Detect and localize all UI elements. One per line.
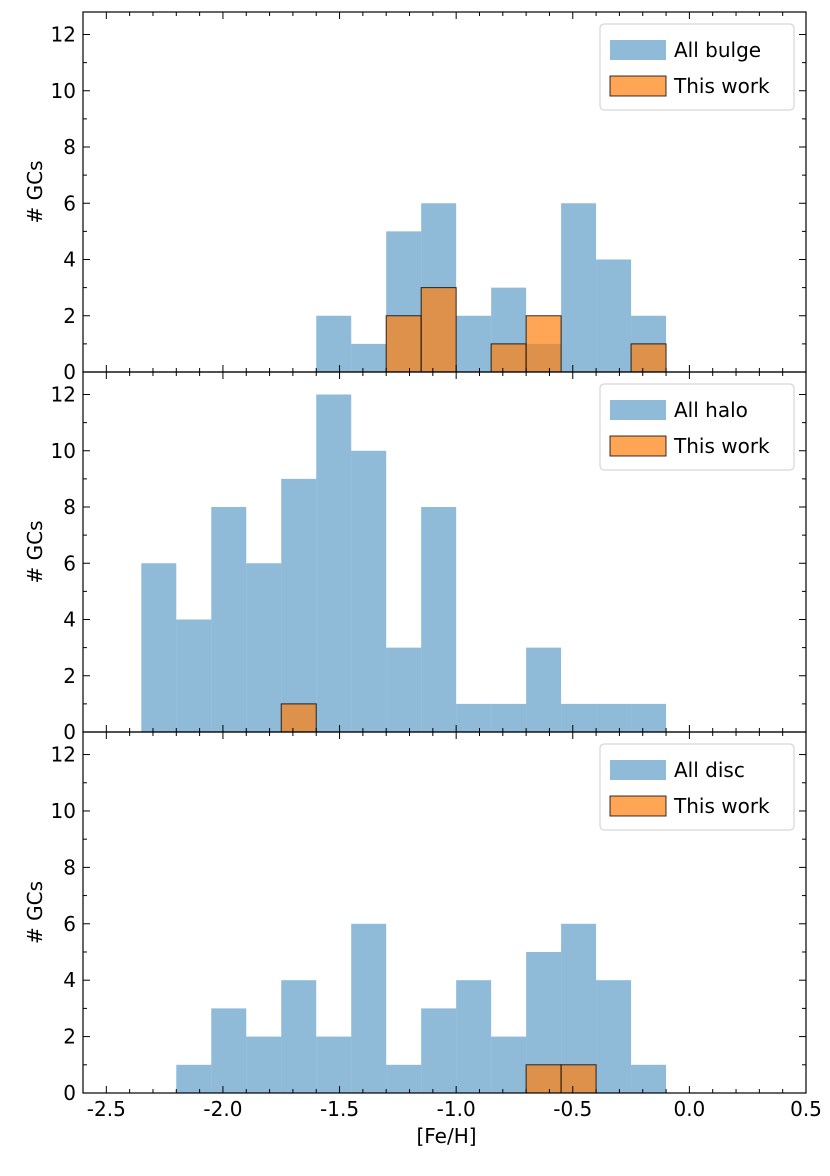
legend-swatch bbox=[610, 40, 666, 60]
y-tick-label: 6 bbox=[63, 191, 76, 215]
y-axis-label: # GCs bbox=[23, 161, 47, 224]
panel-bulge: 0 2 4 6 8 10 12 # GCs All bulge This work bbox=[23, 11, 807, 384]
series-all bbox=[316, 203, 667, 373]
histogram-bar bbox=[246, 1036, 282, 1093]
x-axis-label: [Fe/H] bbox=[416, 1124, 476, 1148]
series-this-work bbox=[280, 703, 317, 733]
y-axis-label: # GCs bbox=[23, 881, 47, 944]
x-tick-label: -2.0 bbox=[203, 1097, 242, 1121]
legend: All bulge This work bbox=[599, 23, 795, 111]
histogram-bar bbox=[281, 478, 317, 733]
y-tick-label: 6 bbox=[63, 912, 76, 936]
x-tick-label: 0.0 bbox=[673, 1097, 705, 1121]
histogram-bar bbox=[561, 703, 597, 733]
y-tick-label: 10 bbox=[51, 79, 76, 103]
x-tick-label: -0.5 bbox=[553, 1097, 592, 1121]
axes-frame bbox=[82, 731, 807, 1094]
y-tick-label: 12 bbox=[51, 23, 76, 47]
y-tick-label: 4 bbox=[63, 248, 76, 272]
y-tick-label: 12 bbox=[51, 743, 76, 767]
legend-label: This work bbox=[673, 434, 770, 458]
y-tick-label: 2 bbox=[63, 304, 76, 328]
y-tick-label: 8 bbox=[63, 495, 76, 519]
histogram-bar bbox=[631, 703, 667, 733]
legend: All halo This work bbox=[599, 383, 795, 471]
y-tick-label: 0 bbox=[63, 360, 76, 384]
series-this-work bbox=[525, 1064, 597, 1094]
histogram-bar bbox=[456, 315, 492, 372]
y-tick-label: 8 bbox=[63, 855, 76, 879]
histogram-bar bbox=[246, 563, 282, 732]
histogram-bar bbox=[631, 1064, 667, 1093]
legend-label: All halo bbox=[674, 398, 748, 422]
histogram-bar bbox=[351, 450, 387, 732]
histogram-bar bbox=[176, 1064, 212, 1093]
histogram-bar bbox=[456, 980, 492, 1093]
histogram-bar bbox=[525, 1064, 562, 1094]
histogram-bar bbox=[526, 647, 562, 733]
y-tick-label: 10 bbox=[51, 799, 76, 823]
histogram-bar bbox=[176, 619, 212, 732]
legend-swatch bbox=[610, 760, 666, 780]
legend-swatch bbox=[609, 75, 667, 97]
histogram-bar bbox=[630, 343, 667, 373]
histogram-bar bbox=[596, 703, 632, 733]
histogram-bar bbox=[596, 980, 632, 1093]
y-tick-label: 10 bbox=[51, 439, 76, 463]
histogram-bar bbox=[490, 343, 527, 373]
histogram-bar bbox=[420, 287, 457, 373]
histogram-bar bbox=[456, 703, 492, 733]
x-tick-label: -2.5 bbox=[87, 1097, 126, 1121]
x-tick-label: 0.5 bbox=[790, 1097, 822, 1121]
y-tick-label: 8 bbox=[63, 135, 76, 159]
histogram-bar bbox=[561, 203, 597, 372]
histogram-bar bbox=[211, 1008, 247, 1093]
legend-swatch bbox=[610, 400, 666, 420]
histogram-bar bbox=[211, 507, 247, 732]
y-tick-label: 0 bbox=[63, 720, 76, 744]
legend-label: This work bbox=[673, 74, 770, 98]
y-tick-label: 6 bbox=[63, 551, 76, 575]
histogram-bar bbox=[280, 703, 317, 733]
legend-swatch bbox=[609, 435, 667, 457]
y-tick-label: 2 bbox=[63, 664, 76, 688]
histogram-bar bbox=[491, 703, 527, 733]
histogram-bar bbox=[316, 315, 352, 372]
series-all bbox=[176, 923, 667, 1093]
histogram-bar bbox=[281, 980, 317, 1093]
histogram-bar bbox=[351, 923, 387, 1093]
series-this-work bbox=[385, 287, 667, 373]
histogram-bar bbox=[525, 315, 562, 373]
histogram-bar bbox=[596, 259, 632, 372]
legend-label: This work bbox=[673, 794, 770, 818]
histogram-bar bbox=[421, 507, 457, 732]
histogram-bar bbox=[316, 1036, 352, 1093]
legend: All disc This work bbox=[599, 743, 795, 831]
y-tick-label: 2 bbox=[63, 1025, 76, 1049]
histogram-bar bbox=[491, 1036, 527, 1093]
histogram-bar bbox=[386, 647, 422, 733]
histogram-bar bbox=[560, 1064, 597, 1094]
y-tick-label: 12 bbox=[51, 383, 76, 407]
histogram-bar bbox=[386, 1064, 422, 1093]
y-tick-label: 0 bbox=[63, 1081, 76, 1105]
histogram-bar bbox=[385, 315, 422, 373]
histogram-bar bbox=[141, 563, 177, 732]
series-all bbox=[141, 394, 667, 733]
legend-swatch bbox=[609, 795, 667, 817]
histogram-bar bbox=[421, 1008, 457, 1093]
panel-halo: 0 2 4 6 8 10 12 # GCs All halo This work bbox=[23, 371, 807, 744]
x-tick-label: -1.0 bbox=[437, 1097, 476, 1121]
histogram-bar bbox=[351, 343, 387, 373]
histogram-bar bbox=[316, 394, 352, 732]
y-tick-label: 4 bbox=[63, 608, 76, 632]
y-axis-label: # GCs bbox=[23, 521, 47, 584]
legend-label: All bulge bbox=[674, 38, 761, 62]
y-tick-label: 4 bbox=[63, 968, 76, 992]
legend-label: All disc bbox=[674, 758, 745, 782]
panel-disc: 0 2 4 6 8 10 12 -2.5 -2.0 -1.5 -1.0 -0.5 0.0 0.5 # GCs… bbox=[23, 731, 822, 1148]
x-tick-label: -1.5 bbox=[320, 1097, 359, 1121]
